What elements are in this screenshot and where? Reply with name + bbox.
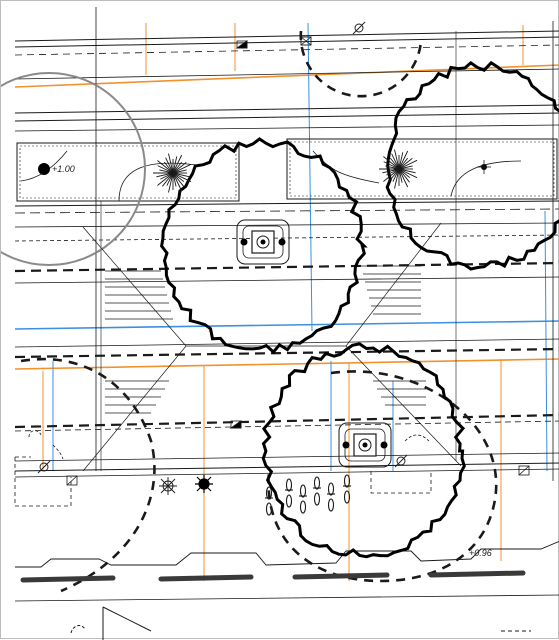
tree-protection-zones <box>20 30 498 593</box>
bench-outline-right <box>370 471 432 494</box>
hatching-left <box>105 270 173 414</box>
spot-marker <box>38 160 491 175</box>
manhole-icon <box>352 21 366 35</box>
bicycle-icon <box>327 482 335 512</box>
tree-canopy-icon <box>385 60 559 271</box>
bench-outline-left <box>14 456 72 507</box>
elevation-label-left: +1.00 <box>52 164 75 174</box>
bicycle-icon <box>265 486 273 516</box>
blue-vertical-2 <box>544 210 548 472</box>
dashed-bold-line-1 <box>14 261 559 273</box>
tree-canopy-icon <box>261 342 466 559</box>
palm-shrub-icon <box>379 149 418 189</box>
dashed-bold-line-3 <box>14 413 559 429</box>
inlet-box <box>518 465 530 476</box>
lamp-post-icon <box>195 475 213 493</box>
kerb-markings <box>20 570 526 583</box>
bicycle-icon <box>313 476 321 506</box>
fixtures <box>14 21 530 507</box>
orange-line-mid <box>14 358 559 370</box>
bicycle-icon <box>285 478 293 508</box>
inlet-box <box>66 475 78 486</box>
dashed-bold-line-2 <box>14 347 559 359</box>
protection-zone-top <box>299 30 423 98</box>
tree-grate-bottom <box>338 422 392 468</box>
planter-bed-right <box>286 138 558 200</box>
tree-canopies <box>160 60 559 559</box>
bottom-partial-symbols <box>70 606 531 640</box>
lower-road-edge <box>15 540 559 568</box>
guide-circle <box>1 72 146 266</box>
road-linework <box>14 7 559 602</box>
lamp-post-icon <box>159 477 177 495</box>
planter-bed-left <box>16 142 240 202</box>
protection-zone-left <box>20 357 156 593</box>
bicycle-racks <box>265 474 351 516</box>
palm-shrub-icon <box>153 153 192 193</box>
palm-shrubs <box>153 149 418 193</box>
valve-box <box>300 36 312 46</box>
blue-line-mid <box>14 320 559 330</box>
bicycle-icon <box>299 484 307 514</box>
protection-zone-bottom <box>267 370 498 583</box>
manhole-icon <box>394 454 408 468</box>
manhole-icon <box>37 460 51 474</box>
crossing-structures <box>82 222 462 472</box>
tree-grate-top <box>236 219 290 265</box>
orange-line-top <box>14 64 559 88</box>
planting-beds <box>16 138 558 202</box>
hatching-right <box>361 265 426 406</box>
elevation-label-bottom: +0.96 <box>469 548 492 558</box>
tree-canopy-icon <box>160 137 368 355</box>
bicycle-icon <box>343 474 351 504</box>
